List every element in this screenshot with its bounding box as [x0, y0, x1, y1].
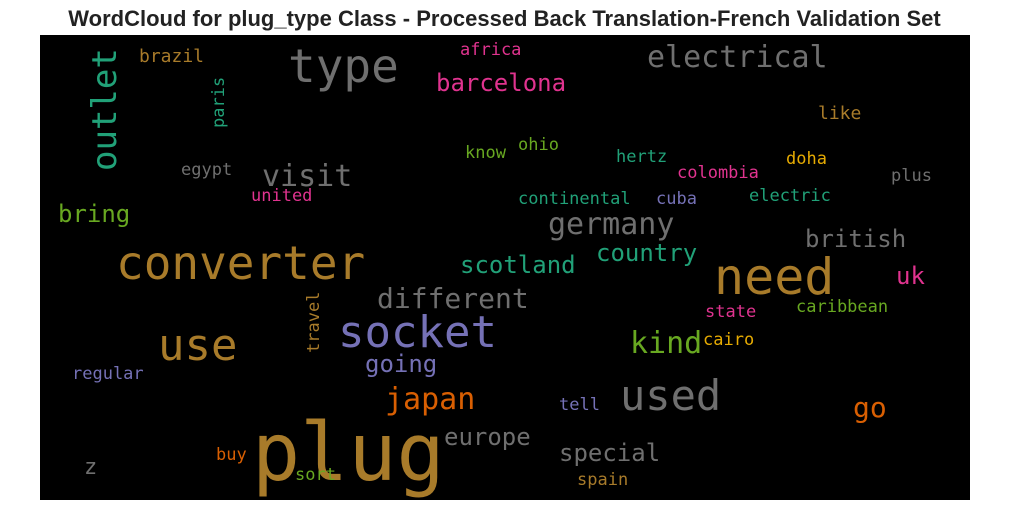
- word-outlet: outlet: [85, 48, 125, 171]
- word-cuba: cuba: [656, 189, 697, 209]
- word-sort: sort: [295, 465, 336, 485]
- word-electric: electric: [749, 186, 831, 206]
- word-continental: continental: [518, 189, 631, 209]
- word-doha: doha: [786, 149, 827, 169]
- word-ohio: ohio: [518, 135, 559, 155]
- word-like: like: [818, 103, 862, 124]
- word-uk: uk: [896, 262, 925, 290]
- word-country: country: [596, 239, 698, 267]
- word-germany: germany: [548, 207, 675, 242]
- chart-title: WordCloud for plug_type Class - Processe…: [68, 6, 941, 31]
- word-buy: buy: [216, 445, 247, 465]
- word-need: need: [714, 248, 835, 306]
- word-british: british: [805, 225, 907, 253]
- word-state: state: [705, 302, 757, 322]
- word-cairo: cairo: [703, 330, 755, 350]
- word-cloud: plug socket converter need type use used…: [40, 35, 970, 500]
- word-united: united: [251, 186, 313, 206]
- word-colombia: colombia: [677, 163, 759, 183]
- word-type: type: [288, 39, 399, 93]
- word-japan: japan: [385, 382, 476, 417]
- word-plug: plug: [252, 406, 445, 499]
- word-z: z: [84, 455, 98, 480]
- word-egypt: egypt: [181, 160, 233, 180]
- word-kind: kind: [630, 326, 703, 361]
- word-caribbean: caribbean: [796, 297, 889, 317]
- word-hertz: hertz: [616, 147, 668, 167]
- word-scotland: scotland: [460, 251, 576, 279]
- word-regular: regular: [72, 364, 144, 384]
- word-bring: bring: [58, 200, 131, 228]
- word-brazil: brazil: [139, 46, 205, 67]
- word-go: go: [853, 391, 887, 424]
- word-spain: spain: [577, 470, 629, 490]
- word-africa: africa: [460, 40, 522, 60]
- word-converter: converter: [116, 236, 366, 290]
- word-electrical: electrical: [647, 40, 828, 75]
- word-travel: travel: [304, 291, 324, 353]
- word-use: use: [158, 320, 238, 371]
- word-used: used: [620, 371, 722, 420]
- word-know: know: [465, 143, 506, 163]
- word-paris: paris: [209, 76, 229, 128]
- word-tell: tell: [559, 395, 600, 415]
- word-different: different: [377, 282, 529, 315]
- word-europe: europe: [444, 423, 531, 451]
- word-visit: visit: [262, 159, 353, 194]
- word-special: special: [559, 439, 661, 467]
- word-going: going: [365, 350, 438, 378]
- word-barcelona: barcelona: [436, 69, 567, 97]
- word-plus: plus: [891, 166, 932, 186]
- word-socket: socket: [338, 307, 497, 358]
